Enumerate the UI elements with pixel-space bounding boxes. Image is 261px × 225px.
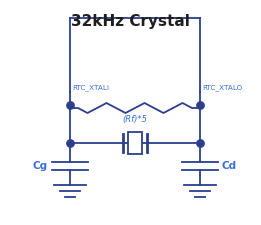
Text: RTC_XTALO: RTC_XTALO xyxy=(202,84,242,91)
Text: (Rf)*5: (Rf)*5 xyxy=(122,115,147,124)
Text: Cd: Cd xyxy=(222,161,237,171)
Point xyxy=(68,103,72,107)
Point xyxy=(68,141,72,145)
Text: 32kHz Crystal: 32kHz Crystal xyxy=(71,14,190,29)
Text: Cg: Cg xyxy=(33,161,48,171)
Bar xyxy=(128,132,142,154)
Point xyxy=(198,141,202,145)
Text: RTC_XTALI: RTC_XTALI xyxy=(72,84,109,91)
Point xyxy=(198,103,202,107)
